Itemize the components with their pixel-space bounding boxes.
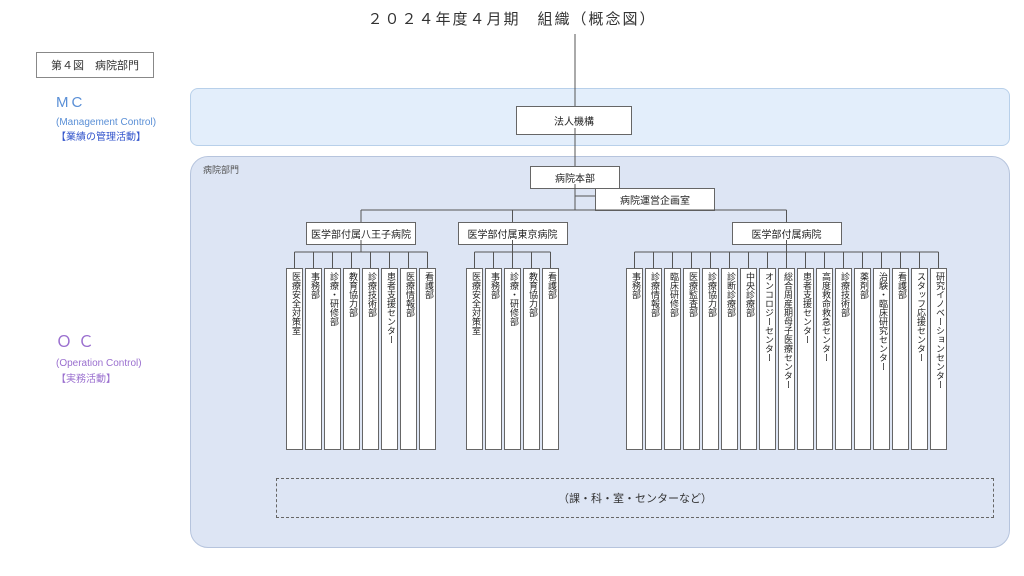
dept-box: 総合周産期母子医療センター — [778, 268, 795, 450]
mc-head: MC — [56, 92, 156, 115]
dept-box: 医療情報部 — [400, 268, 417, 450]
dept-box: 診療・研修部 — [504, 268, 521, 450]
dept-box: 事務部 — [305, 268, 322, 450]
mc-label: MC (Management Control) 【業績の管理活動】 — [56, 92, 156, 145]
dept-box: 治験・臨床研究センター — [873, 268, 890, 450]
dept-box: スタッフ応援センター — [911, 268, 928, 450]
dept-box: 臨床研修部 — [664, 268, 681, 450]
dept-box: 診療協力部 — [702, 268, 719, 450]
mc-note: 【業績の管理活動】 — [56, 130, 156, 145]
dept-box: 看護部 — [892, 268, 909, 450]
dept-box: 患者支援センター — [381, 268, 398, 450]
node-corporate: 法人機構 — [516, 106, 632, 135]
oc-note: 【実務活動】 — [56, 372, 142, 388]
oc-sub: (Operation Control) — [56, 356, 142, 372]
dept-box: 高度救命救急センター — [816, 268, 833, 450]
footer-box: （課・科・室・センターなど） — [276, 478, 994, 518]
hospital-node: 医学部付属八王子病院 — [306, 222, 416, 245]
oc-region-label: 病院部門 — [203, 163, 239, 176]
dept-box: 看護部 — [419, 268, 436, 450]
page-title: ２０２４年度４月期 組織（概念図） — [0, 8, 1024, 29]
mc-sub: (Management Control) — [56, 115, 156, 130]
dept-box: 事務部 — [626, 268, 643, 450]
dept-box: 教育協力部 — [523, 268, 540, 450]
oc-head: ＯＣ — [56, 330, 142, 356]
dept-box: 患者支援センター — [797, 268, 814, 450]
hospital-node: 医学部付属東京病院 — [458, 222, 568, 245]
dept-box: 看護部 — [542, 268, 559, 450]
dept-box: 診療技術部 — [362, 268, 379, 450]
dept-box: オンコロジーセンター — [759, 268, 776, 450]
oc-label: ＯＣ (Operation Control) 【実務活動】 — [56, 330, 142, 388]
dept-box: 医療安全対策室 — [286, 268, 303, 450]
dept-box: 診療情報部 — [645, 268, 662, 450]
dept-box: 薬剤部 — [854, 268, 871, 450]
dept-box: 診療・研修部 — [324, 268, 341, 450]
hospital-node: 医学部付属病院 — [732, 222, 842, 245]
dept-box: 診断診療部 — [721, 268, 738, 450]
dept-box: 診療技術部 — [835, 268, 852, 450]
dept-box: 教育協力部 — [343, 268, 360, 450]
footer-text: （課・科・室・センターなど） — [558, 490, 712, 506]
dept-box: 中央診療部 — [740, 268, 757, 450]
node-planning: 病院運営企画室 — [595, 188, 715, 211]
dept-box: 医療監査部 — [683, 268, 700, 450]
node-hq: 病院本部 — [530, 166, 620, 189]
dept-box: 事務部 — [485, 268, 502, 450]
dept-box: 研究イノベーションセンター — [930, 268, 947, 450]
figure-label: 第４図 病院部門 — [36, 52, 154, 78]
dept-box: 医療安全対策室 — [466, 268, 483, 450]
